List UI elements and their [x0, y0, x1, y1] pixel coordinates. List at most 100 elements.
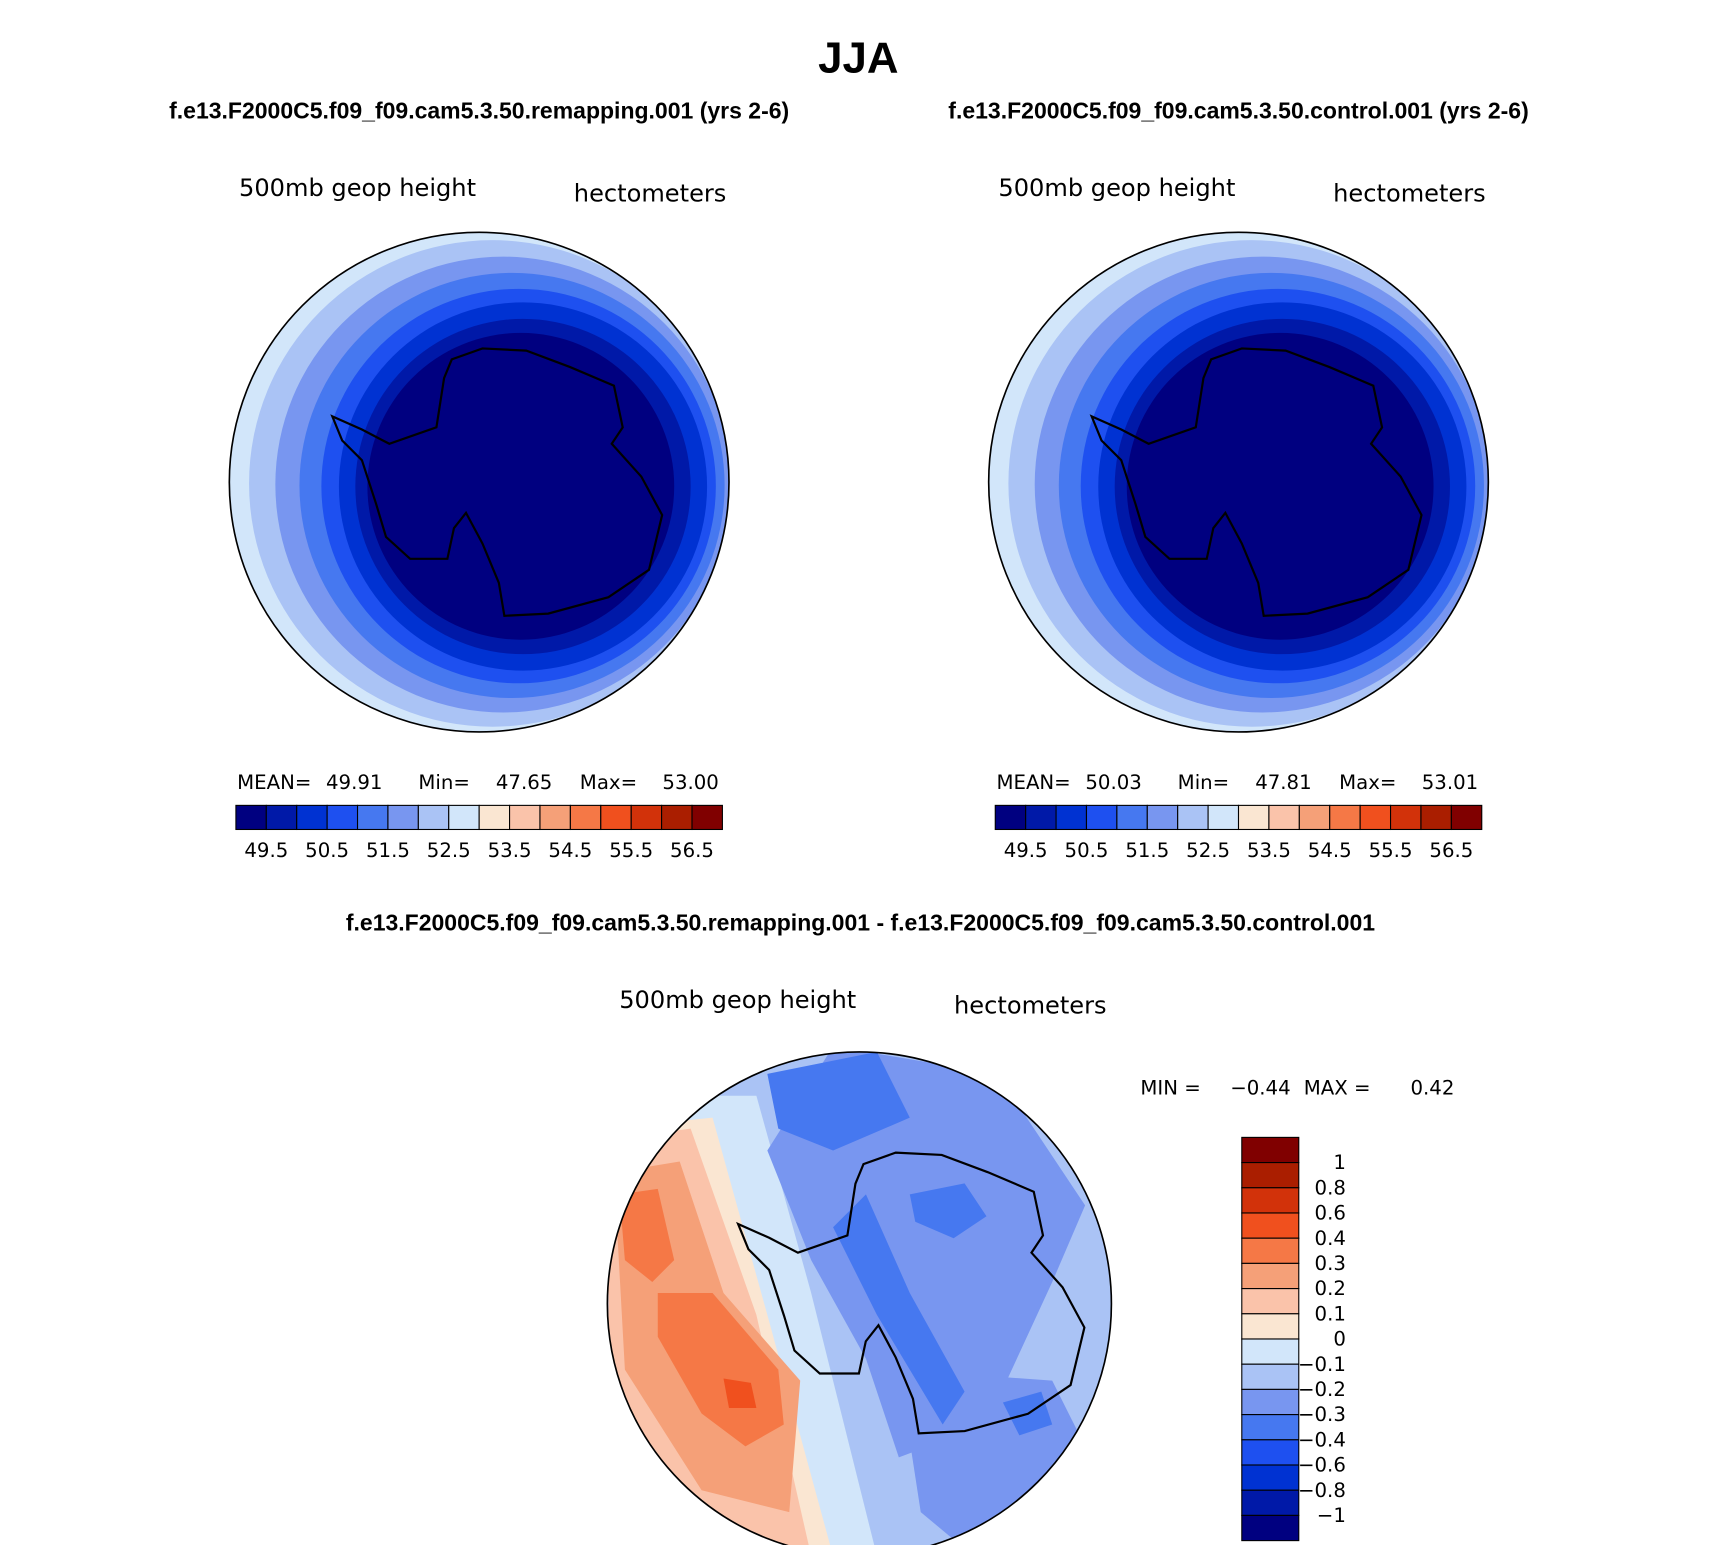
colorbar-label: 0.4 [1315, 1227, 1346, 1250]
map [988, 232, 1489, 732]
colorbar-box [265, 804, 298, 831]
colorbar-box [509, 804, 541, 831]
colorbar-box [1241, 1212, 1300, 1239]
colorbar-label: −0.2 [1298, 1378, 1346, 1401]
colorbar-box [1241, 1136, 1300, 1164]
colorbar-box [448, 804, 480, 831]
colorbar-box [296, 804, 328, 831]
variable-label: 500mb geop height [998, 174, 1235, 202]
colorbar-box [326, 804, 359, 831]
contour-band [833, 1194, 965, 1425]
colorbar-label: −0.1 [1298, 1353, 1346, 1376]
stat-label: MAX = [1304, 1077, 1371, 1100]
colorbar-box [1241, 1439, 1300, 1466]
colorbar-label: 0.3 [1315, 1252, 1346, 1275]
colorbar-label: 0.2 [1315, 1277, 1346, 1300]
colorbar-label: 51.5 [1125, 839, 1169, 862]
stat-label: Min= [418, 771, 470, 794]
contour-band [1126, 332, 1434, 640]
colorbar-label: 0.8 [1315, 1176, 1346, 1199]
colorbar-label: 54.5 [1308, 839, 1352, 862]
variable-label: 500mb geop height [619, 986, 856, 1014]
stat-label: 49.91 [326, 771, 382, 794]
stat-label: Max= [580, 771, 637, 794]
colorbar-label: 50.5 [1065, 839, 1109, 862]
units-label: hectometers [1333, 180, 1486, 208]
colorbar-label: −0.4 [1298, 1428, 1346, 1451]
colorbar-box [1146, 804, 1179, 831]
units-label: hectometers [954, 992, 1107, 1020]
stat-label: Max= [1339, 771, 1396, 794]
colorbar-box [1420, 804, 1452, 831]
colorbar-box [1025, 804, 1057, 831]
colorbar-label: 50.5 [305, 839, 349, 862]
colorbar-box [1241, 1187, 1300, 1214]
stat-label: 53.00 [662, 771, 718, 794]
colorbar-box [1237, 804, 1270, 831]
colorbar-box [387, 804, 419, 831]
colorbar-box [569, 804, 602, 831]
colorbar-box [1268, 804, 1300, 831]
colorbar-box [1241, 1514, 1300, 1542]
colorbar-box [630, 804, 663, 831]
stat-label: MEAN= [237, 771, 311, 794]
stat-label: 53.01 [1422, 771, 1478, 794]
colorbar-box [691, 804, 723, 831]
colorbar-label: 49.5 [244, 839, 288, 862]
colorbar-box [661, 804, 693, 831]
colorbar-label: 51.5 [366, 839, 410, 862]
stat-label: 47.65 [496, 771, 552, 794]
colorbar-box [1241, 1464, 1300, 1491]
stat-label: Min= [1178, 771, 1230, 794]
stat-label: 50.03 [1085, 771, 1141, 794]
stat-label: MEAN= [996, 771, 1070, 794]
colorbar-box [1241, 1162, 1300, 1189]
colorbar-box [1298, 804, 1331, 831]
colorbar-box [1389, 804, 1422, 831]
colorbar-box [1241, 1313, 1300, 1340]
colorbar-box [478, 804, 511, 831]
colorbar-box [1241, 1363, 1300, 1390]
colorbar-label: −0.3 [1298, 1403, 1346, 1426]
colorbar-box [600, 804, 632, 831]
colorbar-box [1450, 804, 1483, 831]
panel-subtitle: f.e13.F2000C5.f09_f09.cam5.3.50.remappin… [169, 97, 789, 123]
stat-label: MIN = [1140, 1077, 1200, 1100]
colorbar-box [994, 804, 1027, 831]
colorbar-label: 49.5 [1004, 839, 1048, 862]
colorbar-label: 1 [1333, 1151, 1346, 1174]
colorbar-label: −1 [1317, 1504, 1346, 1527]
contour-band [619, 1188, 675, 1283]
colorbar-label: 0.1 [1315, 1302, 1346, 1325]
colorbar-box [1116, 804, 1148, 831]
colorbar-label: 53.5 [1247, 839, 1291, 862]
colorbar-label: 52.5 [427, 839, 471, 862]
contour-band [909, 1183, 987, 1239]
colorbar-box [1085, 804, 1118, 831]
colorbar-label: 0 [1333, 1328, 1346, 1351]
stat-label: 0.42 [1411, 1077, 1455, 1100]
colorbar-label: 53.5 [488, 839, 532, 862]
colorbar-box [1241, 1262, 1300, 1290]
colorbar-box [1241, 1288, 1300, 1315]
colorbar-box [1241, 1237, 1300, 1264]
colorbar-label: 54.5 [548, 839, 592, 862]
colorbar-box [1329, 804, 1361, 831]
stat-label: 47.81 [1255, 771, 1311, 794]
colorbar-label: 0.6 [1315, 1202, 1346, 1225]
stat-label: −0.44 [1230, 1077, 1290, 1100]
colorbar-box [1177, 804, 1209, 831]
colorbar-label: 56.5 [670, 839, 714, 862]
map-border [987, 231, 1490, 733]
variable-label: 500mb geop height [239, 174, 476, 202]
colorbar-box [1055, 804, 1088, 831]
colorbar-label: 52.5 [1186, 839, 1230, 862]
colorbar-box [1207, 804, 1240, 831]
map [607, 1051, 1112, 1545]
colorbar-box [356, 804, 389, 831]
units-label: hectometers [574, 180, 727, 208]
colorbar-label: 55.5 [1369, 839, 1413, 862]
contour-band [723, 1378, 757, 1409]
colorbar-box [1241, 1489, 1300, 1516]
